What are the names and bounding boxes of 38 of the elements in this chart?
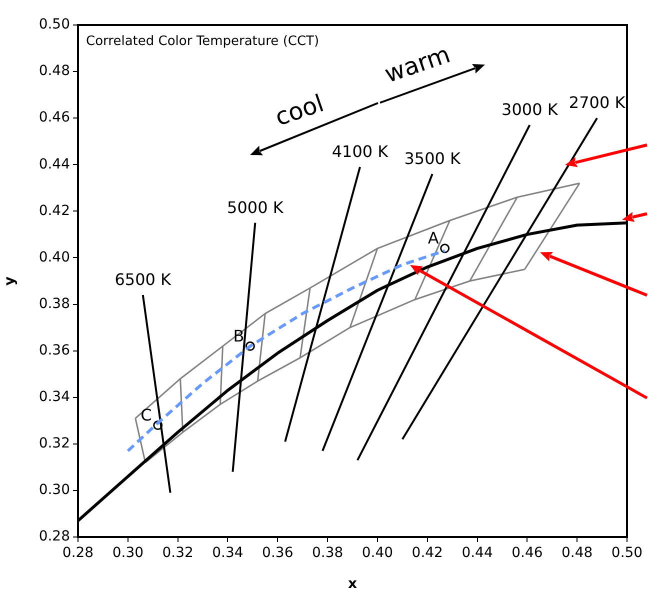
x-tick-label: 0.40	[362, 545, 394, 562]
x-axis-title: x	[348, 576, 358, 592]
y-tick-label: 0.36	[38, 342, 70, 358]
y-tick-label: 0.32	[38, 436, 70, 452]
y-tick-label: 0.38	[38, 296, 70, 312]
y-tick-label: 0.40	[38, 249, 70, 266]
series-label: 6500 K	[114, 270, 172, 290]
x-tick-label: 0.30	[112, 545, 144, 562]
series-label: 4100 K	[332, 142, 389, 162]
y-tick-label: 0.50	[38, 16, 70, 33]
y-axis-title: y	[2, 276, 18, 286]
x-tick-label: 0.38	[312, 545, 344, 562]
x-tick-label: 0.46	[512, 545, 543, 562]
series-label: 3500 K	[404, 149, 462, 168]
x-tick-label: 0.44	[462, 545, 493, 562]
series-label: 3000 K	[502, 100, 558, 120]
annotation: warm	[381, 40, 454, 88]
y-tick-label: 0.28	[38, 528, 70, 545]
annotation: cool	[272, 89, 328, 132]
x-tick-label: 0.48	[562, 545, 593, 562]
y-tick-label: 0.46	[38, 110, 70, 126]
x-tick-label: 0.36	[262, 545, 294, 562]
y-tick-label: 0.42	[38, 202, 70, 219]
x-tick-label: 0.32	[162, 545, 194, 562]
annotation: B	[233, 326, 244, 346]
y-tick-label: 0.34	[38, 389, 70, 406]
annotation: C	[140, 405, 152, 424]
y-tick-label: 0.30	[38, 482, 70, 498]
series-label: 5000 K	[227, 198, 284, 217]
x-tick-label: 0.28	[62, 545, 94, 562]
x-tick-label: 0.34	[212, 545, 244, 562]
text: Correlated Color Temperature (CCT)	[86, 34, 320, 49]
y-tick-label: 0.48	[38, 63, 70, 80]
annotation: A	[428, 228, 439, 248]
series-label: 2700 K	[568, 93, 626, 112]
x-tick-label: 0.42	[412, 545, 443, 562]
x-tick-label: 0.50	[611, 545, 643, 562]
y-tick-label: 0.44	[38, 156, 70, 172]
